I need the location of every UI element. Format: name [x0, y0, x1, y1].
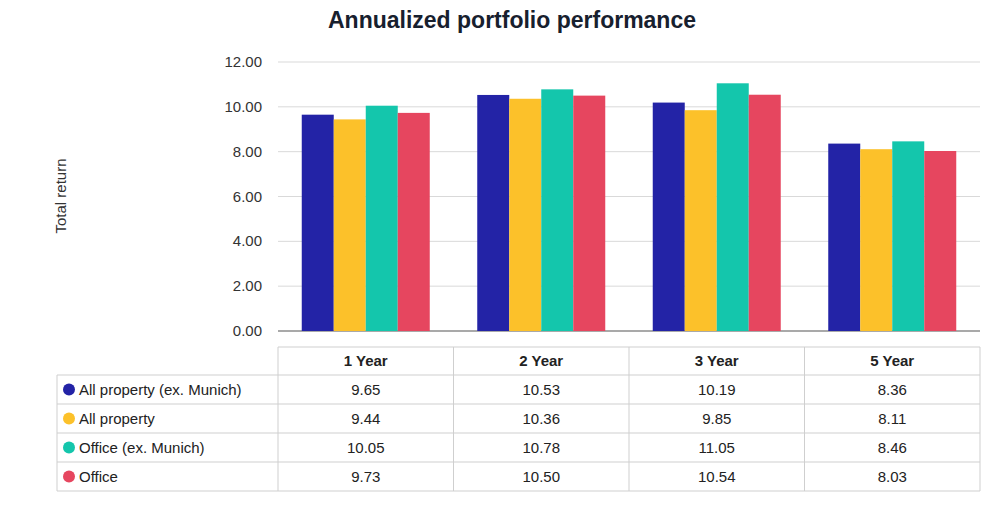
bar: [334, 119, 366, 331]
legend-swatch: [63, 413, 75, 425]
table-border: [57, 491, 980, 492]
y-axis-label: Total return: [52, 158, 69, 233]
table-border: [57, 375, 980, 376]
table-value: 8.36: [878, 381, 907, 398]
table-value: 10.50: [522, 468, 560, 485]
legend-label: All property (ex. Munich): [79, 381, 242, 398]
table-border: [804, 347, 805, 491]
bar: [924, 151, 956, 331]
x-tick-label: 3 Year: [695, 352, 739, 369]
table-value: 10.78: [522, 439, 560, 456]
bar: [302, 115, 334, 331]
grid-line: [278, 62, 980, 63]
y-tick-label: 2.00: [233, 277, 262, 294]
table-border: [453, 347, 454, 491]
y-tick-label: 0.00: [233, 322, 262, 339]
y-tick-label: 10.00: [224, 98, 262, 115]
chart: Annualized portfolio performance Total re…: [0, 0, 1000, 511]
x-tick-label: 5 Year: [870, 352, 914, 369]
bar: [892, 141, 924, 331]
bars: [302, 83, 957, 331]
table-value: 10.54: [698, 468, 736, 485]
table-value: 8.46: [878, 439, 907, 456]
bar: [541, 89, 573, 331]
table-value: 9.44: [351, 410, 380, 427]
legend-swatch: [63, 471, 75, 483]
legend-label: Office (ex. Munich): [79, 439, 205, 456]
table-border: [57, 404, 980, 405]
table-border: [980, 347, 981, 491]
bar: [717, 83, 749, 331]
table-value: 10.53: [522, 381, 560, 398]
table-border: [629, 347, 630, 491]
legend-swatch: [63, 442, 75, 454]
y-tick-label: 8.00: [233, 143, 262, 160]
table-value: 10.05: [347, 439, 385, 456]
x-tick-label: 1 Year: [344, 352, 388, 369]
bar: [573, 96, 605, 331]
bar: [860, 149, 892, 331]
table-value: 10.36: [522, 410, 560, 427]
table-value: 10.19: [698, 381, 736, 398]
y-tick-label: 4.00: [233, 232, 262, 249]
bar: [653, 103, 685, 331]
data-table: 1 Year 2 Year 3 Year 5 Year All property (ex…: [57, 347, 980, 491]
bar: [685, 110, 717, 331]
chart-title: Annualized portfolio performance: [328, 7, 696, 33]
bar: [398, 113, 430, 331]
table-border: [278, 347, 279, 491]
bar: [477, 95, 509, 331]
table-border: [57, 462, 980, 463]
bar: [749, 95, 781, 331]
bar: [509, 99, 541, 331]
y-tick-label: 12.00: [224, 53, 262, 70]
table-border: [57, 433, 980, 434]
table-value: 9.85: [702, 410, 731, 427]
table-value: 11.05: [699, 439, 735, 456]
x-tick-label: 2 Year: [519, 352, 563, 369]
legend-label: Office: [79, 468, 118, 485]
legend-swatch: [63, 384, 75, 396]
y-tick-label: 6.00: [233, 188, 262, 205]
table-value: 9.73: [351, 468, 380, 485]
bar: [828, 144, 860, 331]
table-value: 8.11: [878, 410, 906, 427]
legend-label: All property: [79, 410, 155, 427]
table-value: 9.65: [351, 381, 380, 398]
bar: [366, 106, 398, 331]
table-value: 8.03: [878, 468, 907, 485]
